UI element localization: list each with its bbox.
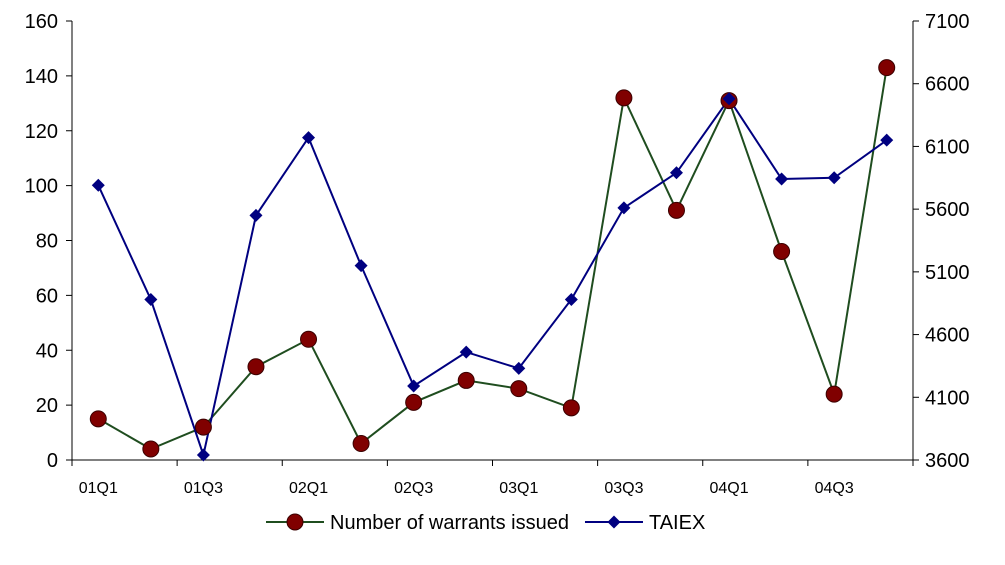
data-point-0 <box>615 89 633 107</box>
left-tick-label: 0 <box>47 450 58 472</box>
x-tick-label: 03Q3 <box>604 480 643 497</box>
right-tick-label: 4100 <box>925 387 970 409</box>
left-tick-label: 100 <box>25 176 58 198</box>
data-point-0 <box>142 440 160 458</box>
data-point-0 <box>878 59 896 77</box>
x-tick-label: 02Q1 <box>289 480 328 497</box>
data-point-0 <box>562 399 580 417</box>
legend: Number of warrants issued TAIEX <box>266 512 705 534</box>
data-point-1 <box>144 292 158 306</box>
right-tick-label: 6600 <box>925 74 970 96</box>
data-point-1 <box>459 345 473 359</box>
left-tick-label: 40 <box>36 340 58 362</box>
data-point-1 <box>775 172 789 186</box>
legend-label-0: Number of warrants issued <box>330 512 569 534</box>
data-point-1 <box>669 166 683 180</box>
right-axis-ticks: 3600 4100 4600 5100 5600 6100 6600 7100 <box>913 11 970 472</box>
right-tick-label: 4600 <box>925 325 970 347</box>
data-point-0 <box>194 418 212 436</box>
left-tick-label: 80 <box>36 231 58 253</box>
data-point-0 <box>510 380 528 398</box>
data-point-1 <box>249 208 263 222</box>
data-point-0 <box>773 242 791 260</box>
data-point-0 <box>457 371 475 389</box>
data-point-1 <box>617 201 631 215</box>
left-tick-label: 20 <box>36 395 58 417</box>
data-point-0 <box>405 393 423 411</box>
data-point-1 <box>512 361 526 375</box>
x-tick-label: 04Q3 <box>815 480 854 497</box>
series-line-0 <box>97 67 888 451</box>
data-point-1 <box>880 133 894 147</box>
series-line-1 <box>97 97 888 459</box>
legend-marker-1 <box>607 515 621 529</box>
right-tick-label: 5600 <box>925 199 970 221</box>
data-point-1 <box>564 292 578 306</box>
left-axis-ticks: 0 20 40 60 80 100 120 140 160 <box>25 11 72 472</box>
data-point-1 <box>827 171 841 185</box>
x-tick-label: 02Q3 <box>394 480 433 497</box>
data-point-1 <box>354 259 368 273</box>
axes <box>71 21 914 461</box>
left-tick-label: 120 <box>25 121 58 143</box>
series-markers <box>89 59 896 462</box>
data-point-0 <box>825 385 843 403</box>
data-point-0 <box>89 410 107 428</box>
x-axis-ticks: 01Q1 01Q3 02Q1 02Q3 03Q1 03Q3 04Q1 04Q3 <box>71 460 914 497</box>
x-tick-label: 04Q1 <box>709 480 748 497</box>
data-point-1 <box>196 448 210 462</box>
series-lines <box>97 67 888 459</box>
right-tick-label: 6100 <box>925 136 970 158</box>
data-point-0 <box>300 330 318 348</box>
x-tick-label: 01Q1 <box>79 480 118 497</box>
data-point-1 <box>91 178 105 192</box>
right-tick-label: 3600 <box>925 450 970 472</box>
legend-label-1: TAIEX <box>649 512 705 534</box>
x-tick-label: 01Q3 <box>184 480 223 497</box>
data-point-0 <box>247 358 265 376</box>
data-point-1 <box>302 131 316 145</box>
x-tick-label: 03Q1 <box>499 480 538 497</box>
data-point-1 <box>407 379 421 393</box>
data-point-1 <box>722 92 736 106</box>
left-tick-label: 60 <box>36 285 58 307</box>
data-point-0 <box>352 435 370 453</box>
legend-marker-0 <box>286 513 304 531</box>
left-tick-label: 140 <box>25 66 58 88</box>
data-point-0 <box>667 201 685 219</box>
left-tick-label: 160 <box>25 11 58 33</box>
right-tick-label: 7100 <box>925 11 970 33</box>
right-tick-label: 5100 <box>925 262 970 284</box>
